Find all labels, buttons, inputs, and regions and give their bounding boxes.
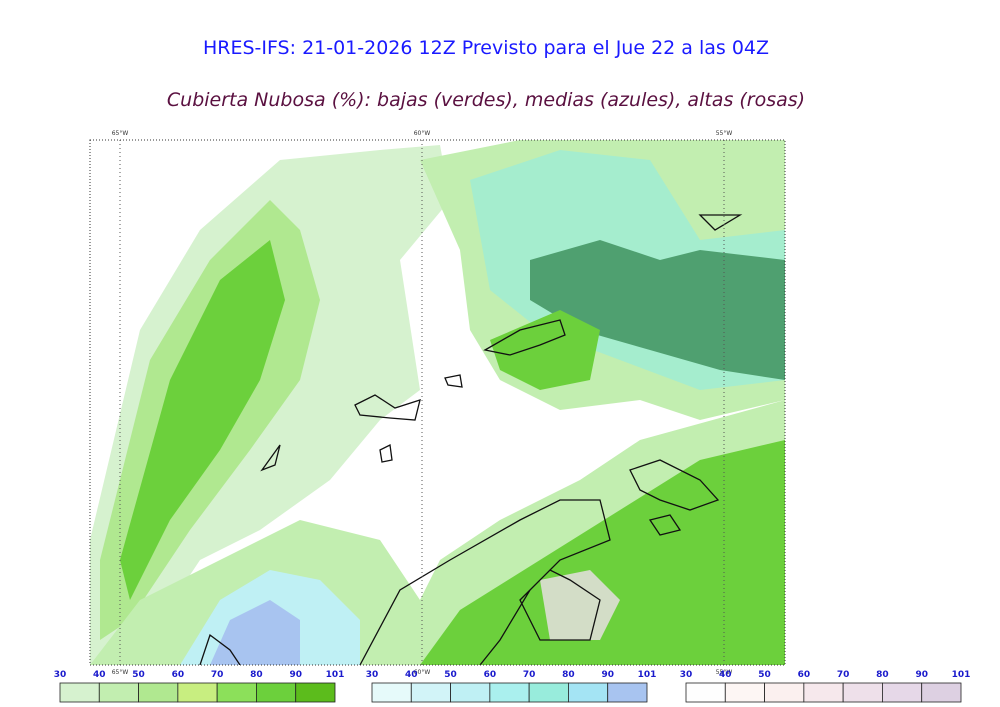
legend-tick-label: 40	[405, 670, 418, 680]
legend-tick-label: 90	[601, 670, 614, 680]
legends: 30 40 50 60 70 80 90 101 30 40 50 60 70 80 90 101 30 40 50…	[54, 670, 971, 703]
legend-box	[724, 682, 765, 703]
legend-box	[764, 682, 805, 703]
title: HRES-IFS: 21-01-2026 12Z Previsto para e…	[203, 37, 769, 59]
legend-box	[921, 682, 962, 703]
legend-box	[450, 682, 491, 703]
legend-box	[568, 682, 609, 703]
legend-tick-label: 50	[758, 670, 771, 680]
legend-tick-label: 50	[132, 670, 145, 680]
legend-tick-label: 90	[915, 670, 928, 680]
legend-tick-label: 80	[562, 670, 575, 680]
legend-box	[138, 682, 179, 703]
legend-box	[528, 682, 569, 703]
legend-tick-label: 60	[798, 670, 811, 680]
legend-tick-label: 30	[54, 670, 67, 680]
legend-tick-label: 60	[172, 670, 185, 680]
legend-box	[177, 682, 218, 703]
longitude-label: 60°W	[414, 669, 431, 676]
map-frame	[89, 139, 786, 666]
legend-tick-label: 70	[837, 670, 850, 680]
legend-box	[489, 682, 530, 703]
legend-tick-label: 80	[250, 670, 263, 680]
map	[90, 140, 785, 665]
legend-tick-label: 101	[326, 670, 345, 680]
legend-box	[607, 682, 648, 703]
legend-tick-label: 50	[444, 670, 457, 680]
legend-box	[685, 682, 726, 703]
legend-box	[410, 682, 451, 703]
legend-box	[882, 682, 923, 703]
legend-tick-label: 101	[952, 670, 971, 680]
legend-box	[59, 682, 100, 703]
legend-tick-label: 80	[876, 670, 889, 680]
legend-box	[216, 682, 257, 703]
legend-tick-label: 40	[93, 670, 106, 680]
legend-tick-label: 30	[680, 670, 693, 680]
legend-tick-label: 70	[523, 670, 536, 680]
legend-box	[842, 682, 883, 703]
longitude-label: 60°W	[414, 130, 431, 137]
legend-tick-label: 101	[638, 670, 657, 680]
legend-box	[295, 682, 336, 703]
legend-box	[98, 682, 139, 703]
legend-tick-label: 60	[484, 670, 497, 680]
legend-box	[371, 682, 412, 703]
longitude-label: 65°W	[112, 130, 129, 137]
legend-tick-label: 40	[719, 670, 732, 680]
subtitle: Cubierta Nubosa (%): bajas (verdes), med…	[167, 89, 805, 111]
legend-box	[803, 682, 844, 703]
longitude-label: 65°W	[112, 669, 129, 676]
longitude-label: 55°W	[716, 130, 733, 137]
legend-box	[256, 682, 297, 703]
legend-tick-label: 90	[289, 670, 302, 680]
legend-tick-label: 70	[211, 670, 224, 680]
longitude-label: 55°W	[716, 669, 733, 676]
legend-tick-label: 30	[366, 670, 379, 680]
